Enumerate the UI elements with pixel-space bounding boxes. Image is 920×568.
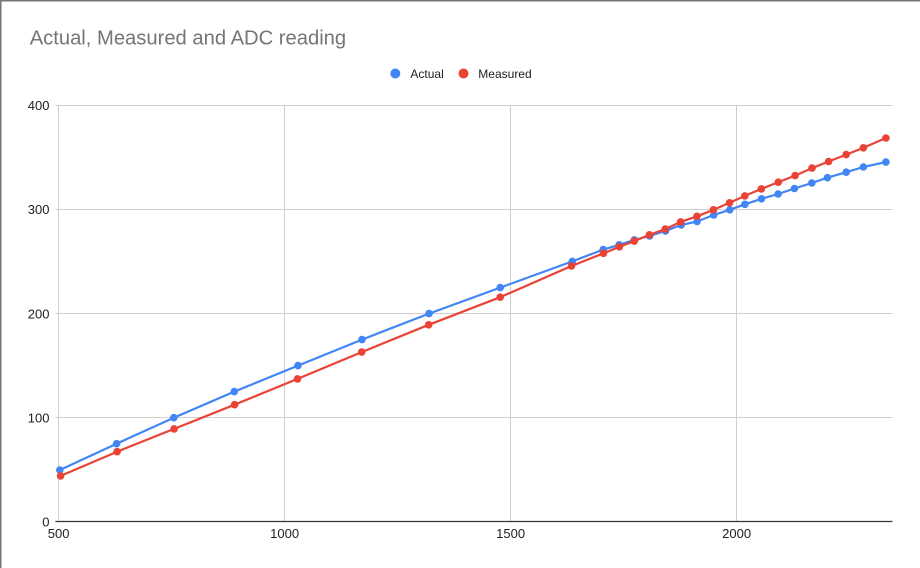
svg-text:100: 100 xyxy=(28,410,50,425)
svg-text:Measured: Measured xyxy=(478,67,531,81)
svg-text:400: 400 xyxy=(28,98,50,113)
svg-text:Actual, Measured and ADC readi: Actual, Measured and ADC reading xyxy=(30,28,346,50)
svg-text:1000: 1000 xyxy=(270,526,299,541)
svg-text:200: 200 xyxy=(28,306,50,321)
svg-text:500: 500 xyxy=(48,526,70,541)
svg-text:0: 0 xyxy=(42,514,49,529)
svg-text:300: 300 xyxy=(28,202,50,217)
svg-text:2000: 2000 xyxy=(722,526,751,541)
svg-text:Actual: Actual xyxy=(410,67,443,81)
svg-text:1500: 1500 xyxy=(496,526,525,541)
